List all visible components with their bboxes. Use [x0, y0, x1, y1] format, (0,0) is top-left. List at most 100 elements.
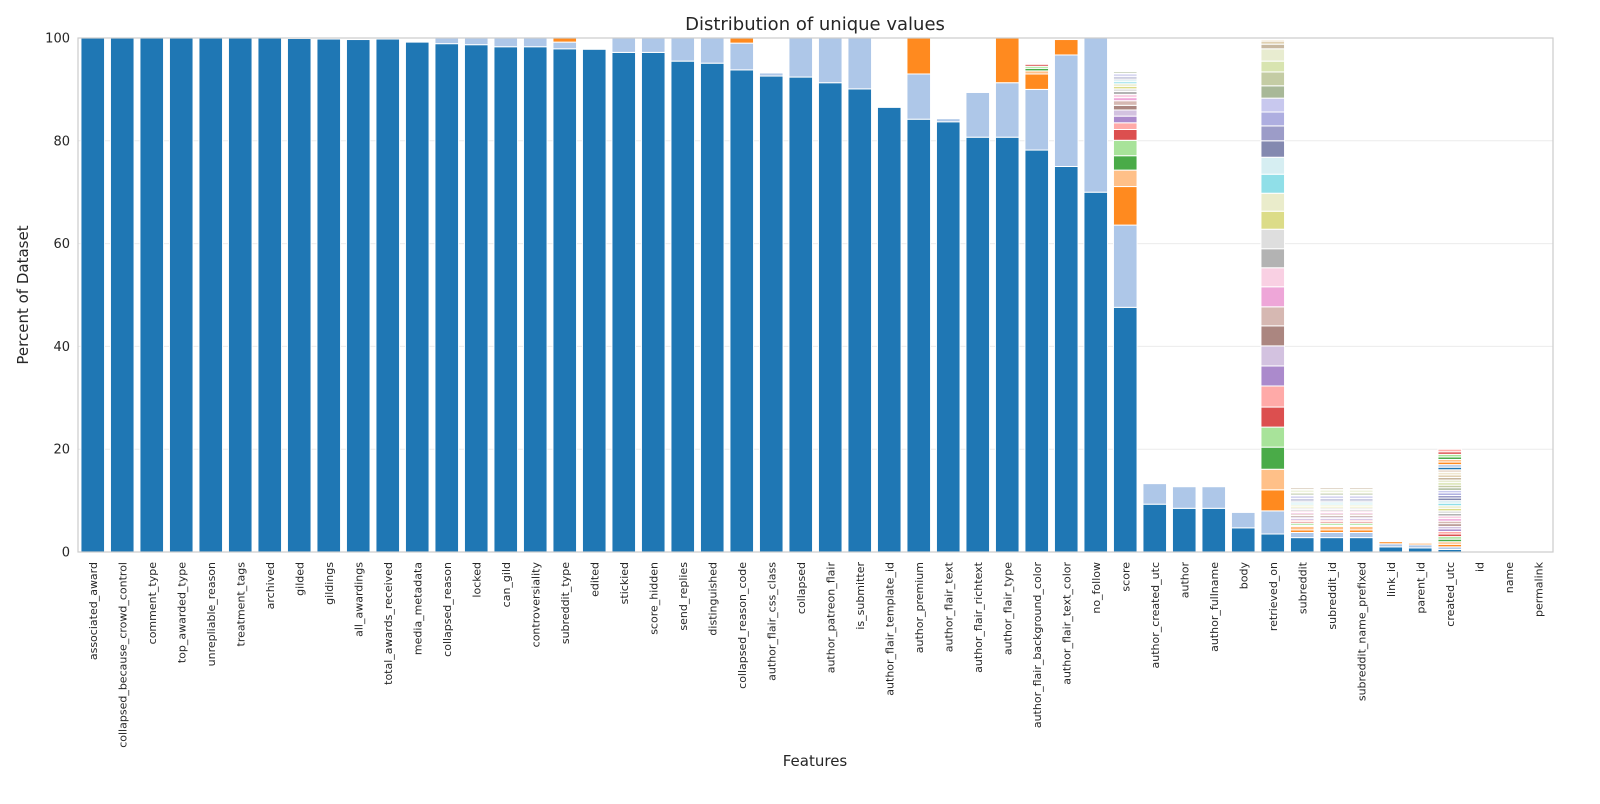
bars	[80, 37, 1551, 553]
bar-segment	[1319, 525, 1345, 531]
bar-gilded	[286, 38, 312, 553]
bar-segment	[1142, 483, 1168, 505]
bar-segment	[788, 37, 814, 78]
x-tick-label: treatment_tags	[234, 562, 247, 647]
bar-segment	[1289, 537, 1315, 553]
x-tick-label: can_gild	[500, 562, 513, 607]
bar-segment	[1053, 39, 1079, 56]
x-tick-label: is_submitter	[854, 562, 867, 630]
bar-segment	[1260, 210, 1286, 230]
bar-comment_type	[139, 37, 165, 553]
bar-segment	[847, 88, 873, 553]
y-tick-label: 60	[53, 237, 70, 252]
bar-segment	[227, 37, 253, 553]
bar-retrieved_on	[1260, 38, 1286, 553]
bar-segment	[493, 37, 519, 48]
bar-treatment_tags	[227, 37, 253, 553]
bar-segment	[552, 48, 578, 553]
x-tick-label: body	[1237, 562, 1250, 590]
x-tick-label: link_id	[1385, 562, 1398, 597]
bar-segment	[1260, 43, 1286, 50]
bar-segment	[1112, 128, 1138, 141]
bar-segment	[670, 60, 696, 553]
bar-author	[1171, 486, 1197, 553]
bar-segment	[906, 118, 932, 553]
x-tick-label: author_flair_css_class	[765, 562, 778, 681]
bar-segment	[1348, 537, 1374, 553]
x-axis-ticks: associated_award collapsed_because_crowd_…	[87, 561, 1546, 747]
x-tick-label: collapsed_because_crowd_control	[116, 562, 129, 748]
x-tick-label: retrieved_on	[1267, 562, 1280, 631]
bar-segment	[1112, 169, 1138, 188]
bar-segment	[1112, 155, 1138, 171]
bar-segment	[758, 72, 784, 77]
chart-title: Distribution of unique values	[685, 14, 945, 35]
x-tick-label: edited	[588, 562, 601, 597]
bar-segment	[1378, 541, 1404, 545]
bar-segment	[1260, 446, 1286, 470]
bar-segment	[1112, 186, 1138, 226]
x-tick-label: author	[1178, 562, 1191, 599]
plot-frame	[77, 37, 1554, 553]
bar-top_awarded_type	[168, 37, 194, 553]
bar-body	[1230, 511, 1256, 553]
bar-segment	[611, 37, 637, 53]
x-tick-label: subreddit	[1296, 561, 1309, 614]
bar-segment	[1289, 531, 1315, 539]
x-tick-label: distinguished	[706, 562, 719, 636]
bar-segment	[1053, 54, 1079, 168]
bar-parent_id	[1407, 542, 1433, 553]
bar-segment	[1112, 122, 1138, 130]
bar-segment	[1319, 531, 1345, 539]
bar-segment	[1289, 487, 1315, 490]
bar-segment	[286, 38, 312, 553]
bar-author_created_utc	[1142, 483, 1168, 553]
bar-segment	[1053, 166, 1079, 553]
bar-segment	[817, 82, 843, 553]
y-tick-label: 80	[53, 134, 70, 149]
bar-segment	[1230, 511, 1256, 529]
bar-locked	[463, 37, 489, 553]
x-tick-label: author_premium	[913, 562, 926, 653]
bar-segment	[522, 46, 548, 553]
bar-segment	[1260, 97, 1286, 113]
bar-segment	[1260, 248, 1286, 269]
bar-subreddit_id	[1319, 487, 1345, 553]
bar-segment	[1260, 426, 1286, 448]
bar-segment	[1142, 503, 1168, 553]
bar-segment	[1024, 73, 1050, 90]
bar-segment	[1260, 156, 1286, 175]
bar-subreddit_name_prefixed	[1348, 487, 1374, 553]
bar-segment	[1348, 531, 1374, 539]
bar-segment	[611, 51, 637, 553]
y-tick-label: 100	[45, 32, 70, 47]
bar-segment	[1260, 228, 1286, 250]
bar-author_premium	[906, 37, 932, 553]
bar-segment	[906, 73, 932, 120]
x-axis-label: Features	[783, 752, 848, 770]
bar-segment	[434, 43, 460, 553]
bar-edited	[581, 48, 607, 553]
bar-segment	[1112, 100, 1138, 106]
bar-author_fullname	[1201, 486, 1227, 553]
x-tick-label: no_follow	[1090, 562, 1103, 614]
bar-segment	[1260, 140, 1286, 158]
bar-segment	[965, 91, 991, 138]
y-tick-label: 0	[62, 546, 70, 561]
bar-segment	[1319, 487, 1345, 490]
bar-segment	[1260, 533, 1286, 553]
x-tick-label: comment_type	[146, 562, 159, 645]
x-tick-label: permalink	[1532, 561, 1545, 617]
bar-segment	[1112, 139, 1138, 157]
bar-segment	[1024, 61, 1050, 64]
bar-segment	[1260, 385, 1286, 408]
bar-segment	[1260, 286, 1286, 308]
bar-segment	[257, 37, 283, 553]
bar-segment	[1260, 489, 1286, 512]
bar-segment	[1260, 345, 1286, 367]
bar-segment	[1348, 525, 1374, 531]
bar-segment	[994, 82, 1020, 138]
x-tick-label: author_flair_text_color	[1060, 562, 1073, 685]
bar-segment	[1260, 192, 1286, 212]
bar-author_flair_text_color	[1053, 39, 1079, 553]
